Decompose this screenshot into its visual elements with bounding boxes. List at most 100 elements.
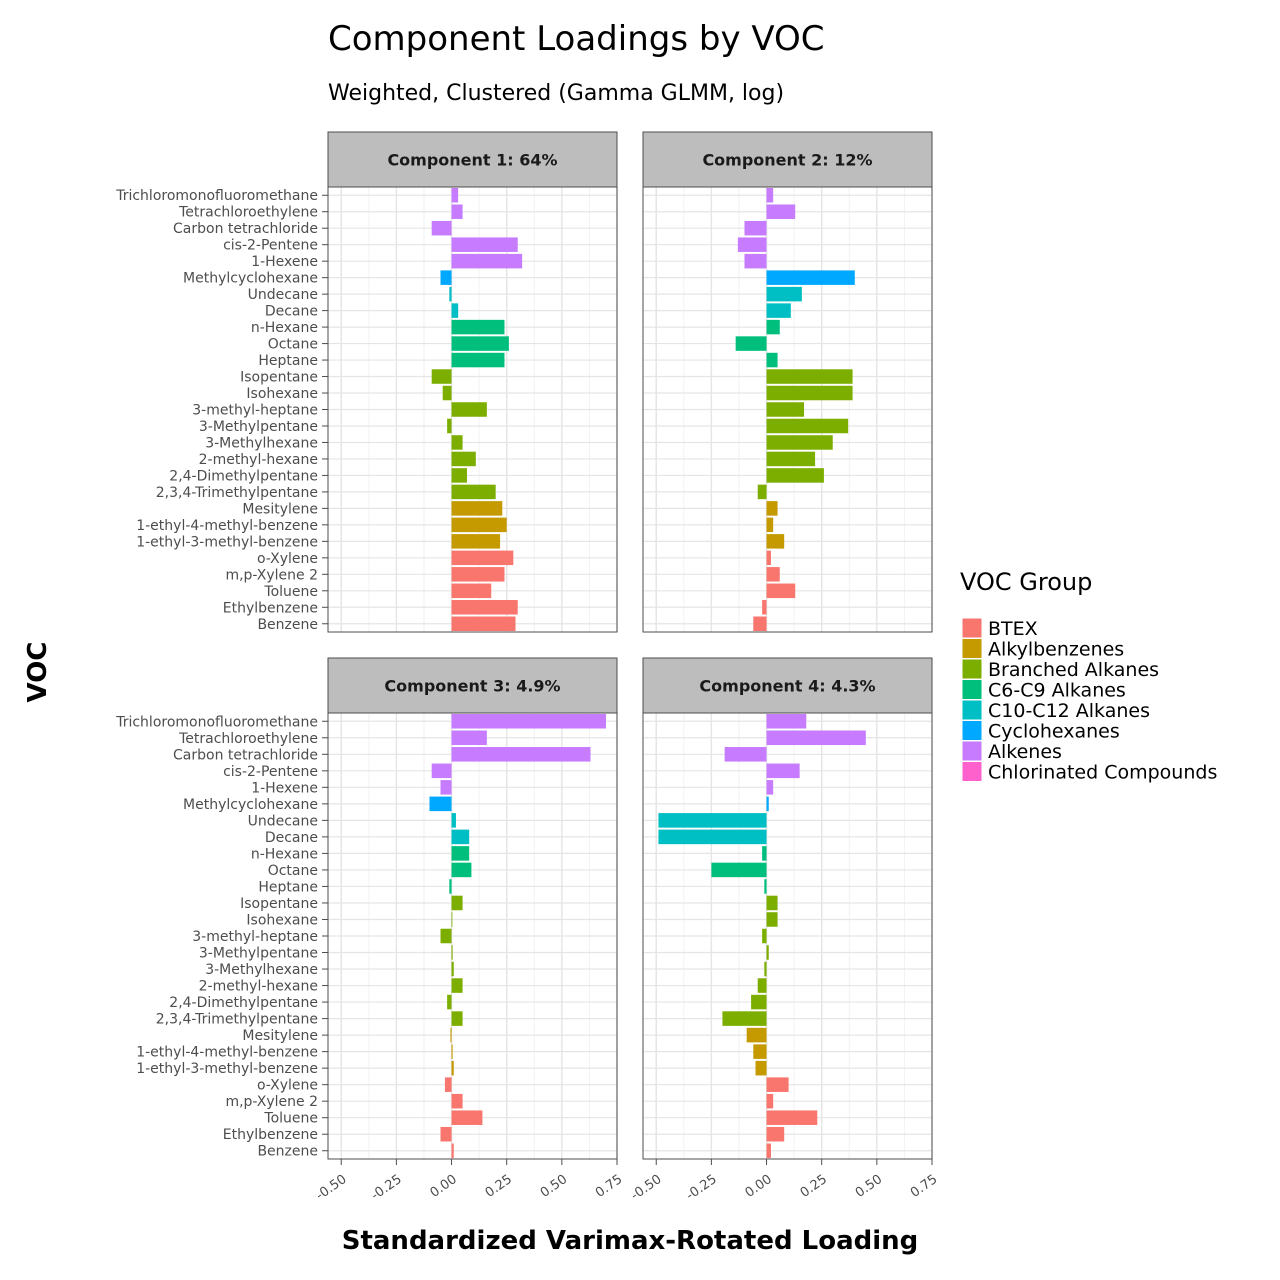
bar [766, 1143, 771, 1159]
bar [744, 253, 767, 269]
bar [440, 1126, 452, 1142]
legend-swatch [961, 617, 983, 639]
y-tick-label: 2-methyl-hexane [199, 979, 318, 995]
bar [447, 418, 452, 434]
bar [766, 286, 802, 302]
x-tick-label: 0.25 [483, 1172, 515, 1201]
bar [722, 1011, 767, 1026]
bar [449, 879, 452, 894]
bar [735, 336, 767, 351]
facet-strip [642, 657, 933, 714]
y-tick-label: n-Hexane [251, 320, 318, 336]
bar [447, 994, 452, 1010]
bar [766, 730, 866, 746]
y-tick-label: Isohexane [246, 912, 318, 928]
y-tick-label: 3-Methylhexane [205, 962, 318, 978]
facet-panel: Component 3: 4.9% Trichloromonofluorometh… [115, 657, 625, 1204]
bar [451, 567, 505, 582]
y-tick-label: Carbon tetrachloride [173, 221, 318, 237]
legend-label: Chlorinated Compounds [988, 762, 1217, 784]
bar [451, 846, 470, 861]
y-tick-label: 2,3,4-Trimethylpentane [156, 485, 318, 501]
y-tick-label: Ethylbenzene [223, 600, 318, 616]
legend-item: Cyclohexanes [961, 720, 1120, 743]
bar [724, 747, 767, 762]
x-tick-label: 0.50 [538, 1172, 570, 1201]
x-tick-label: 0.50 [853, 1172, 885, 1201]
bar [766, 369, 853, 384]
bar [431, 369, 452, 384]
x-tick-label: 0.00 [743, 1172, 775, 1201]
y-tick-label: Toluene [263, 584, 318, 600]
legend-swatch [961, 679, 983, 700]
legend-label: Branched Alkanes [988, 659, 1159, 681]
legend-item: Alkenes [961, 740, 1062, 763]
bar [451, 713, 606, 729]
bar [764, 961, 767, 977]
bar [451, 829, 470, 845]
bar [766, 451, 816, 467]
bar [737, 237, 767, 252]
facet-strip-label: Component 3: 4.9% [384, 677, 560, 696]
y-tick-label: 3-Methylhexane [205, 435, 318, 451]
bar [766, 517, 774, 533]
y-tick-label: 1-ethyl-4-methyl-benzene [136, 518, 318, 534]
y-tick-label: Mesitylene [242, 501, 318, 517]
bar [757, 978, 767, 993]
y-tick-label: m,p-Xylene 2 [225, 1094, 318, 1110]
legend-swatch [961, 740, 983, 762]
bar [449, 286, 452, 302]
bar [766, 912, 778, 927]
bar [766, 567, 780, 582]
bar [766, 204, 796, 219]
y-tick-label: 2,4-Dimethylpentane [169, 468, 318, 484]
bar [451, 583, 492, 599]
legend-label: BTEX [988, 618, 1038, 640]
bar [766, 385, 853, 401]
bar [658, 829, 767, 845]
legend-label: C10-C12 Alkanes [988, 700, 1150, 722]
y-tick-label: 2,3,4-Trimethylpentane [156, 1012, 318, 1028]
bar [451, 550, 514, 566]
y-tick-label: 2-methyl-hexane [199, 452, 318, 468]
x-tick-label: 0.75 [908, 1172, 940, 1201]
y-tick-label: 1-Hexene [251, 254, 318, 270]
bar [450, 1027, 452, 1043]
bar [451, 961, 454, 977]
panel-border [642, 186, 933, 633]
x-axis-title: Standardized Varimax-Rotated Loading [342, 1226, 919, 1256]
bar [451, 730, 487, 746]
bar [451, 1011, 463, 1026]
legend-item: Branched Alkanes [961, 658, 1159, 681]
bar [431, 220, 452, 236]
y-tick-label: Tetrachloroethylene [178, 731, 318, 747]
y-tick-label: Undecane [248, 287, 318, 303]
bar [440, 270, 452, 285]
facet-panel: Component 2: 12% [642, 131, 933, 633]
bar [451, 616, 516, 632]
bar [766, 468, 824, 483]
bar [766, 1077, 789, 1092]
legend-item: C10-C12 Alkanes [961, 699, 1150, 722]
y-tick-label: Tetrachloroethylene [178, 205, 318, 221]
y-tick-label: Ethylbenzene [223, 1127, 318, 1143]
bar [762, 846, 767, 861]
legend-label: C6-C9 Alkanes [988, 680, 1126, 702]
facet-strip [327, 657, 618, 714]
x-tick-label: 0.75 [593, 1172, 625, 1201]
y-tick-label: 3-Methylpentane [199, 946, 318, 962]
legend-swatch [961, 658, 983, 680]
y-tick-label: 3-methyl-heptane [192, 403, 318, 419]
x-tick-label: -0.25 [684, 1172, 720, 1204]
x-tick-label: -0.25 [369, 1172, 405, 1204]
bar [451, 1110, 483, 1125]
bar [451, 435, 463, 450]
bar [766, 352, 778, 368]
y-tick-label: Isopentane [240, 370, 318, 386]
y-tick-label: Benzene [257, 1144, 318, 1160]
bar [766, 550, 771, 566]
y-tick-label: Decane [265, 830, 318, 846]
bar [451, 352, 505, 368]
